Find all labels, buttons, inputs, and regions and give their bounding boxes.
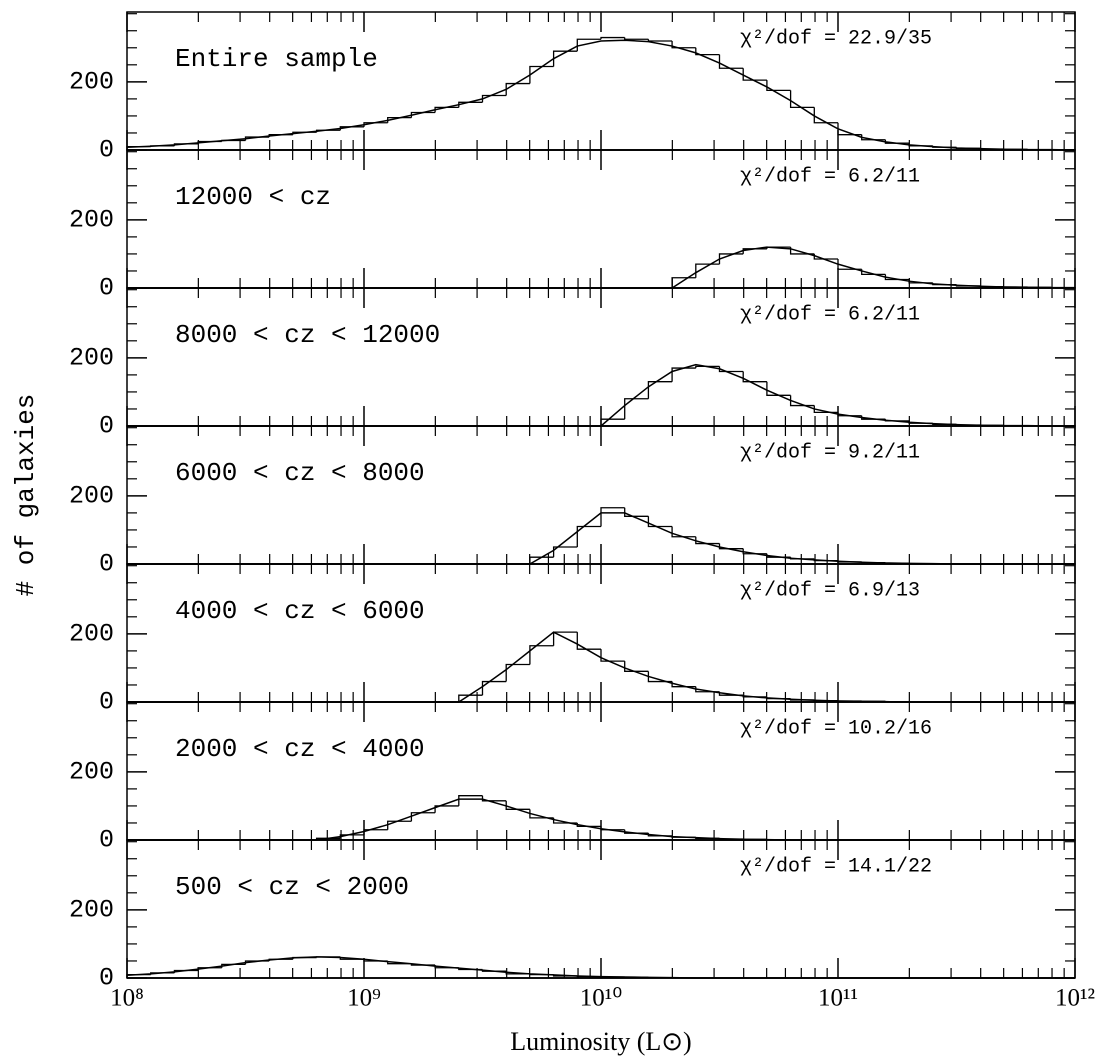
histogram-bin (552, 50, 578, 67)
histogram-bin (458, 101, 483, 108)
histogram-bin (624, 37, 649, 40)
panel-label: 500 < cz < 2000 (175, 872, 409, 902)
histogram-bin (789, 90, 815, 109)
histogram-bin (647, 39, 673, 42)
panel-label: 4000 < cz < 6000 (175, 596, 425, 626)
y-tick-label: 0 (99, 826, 114, 855)
histogram-bin (481, 795, 507, 802)
histogram-bin (647, 381, 673, 399)
fit-annotation: χ²/dof = 22.9/35 (740, 27, 932, 50)
histogram-bin (600, 418, 625, 426)
histogram-bin (458, 694, 483, 702)
y-tick-label: 200 (69, 205, 114, 234)
y-tick-label: 200 (69, 757, 114, 786)
histogram-bin (600, 507, 625, 527)
histogram-bin (624, 507, 649, 517)
histogram-bin (624, 398, 649, 420)
histogram-bin (600, 649, 625, 662)
histogram-bin (671, 367, 696, 382)
histogram-bin (529, 65, 554, 84)
histogram-bin (552, 546, 578, 558)
histogram-bin (671, 40, 696, 49)
histogram-bin (600, 36, 625, 40)
histogram-bin (813, 107, 838, 124)
histogram-bin (766, 381, 791, 396)
y-tick-label: 200 (69, 619, 114, 648)
x-axis-label: Luminosity (L⊙) (510, 1027, 691, 1056)
histogram-bin (458, 795, 483, 806)
x-tick-label: 10⁹ (347, 985, 381, 1012)
histogram-bin (363, 829, 388, 835)
histogram-bin (576, 38, 601, 52)
histogram-bin (695, 365, 720, 369)
panel-label: 12000 < cz (175, 182, 331, 212)
histogram-bin (576, 632, 601, 650)
y-tick-label: 0 (99, 550, 114, 579)
y-tick-label: 0 (99, 964, 114, 993)
fit-annotation: χ²/dof = 6.9/13 (740, 579, 920, 602)
x-tick-label: 10⁸ (110, 985, 144, 1012)
histogram-bin (766, 80, 791, 92)
panel-label: 2000 < cz < 4000 (175, 734, 425, 764)
histogram-bin (387, 820, 412, 830)
histogram-bin (600, 826, 625, 831)
x-tick-label: 10¹⁰ (580, 985, 623, 1012)
histogram-bin (742, 68, 767, 81)
histogram-bin (505, 82, 530, 96)
histogram-bin (505, 663, 530, 682)
histogram-bin (481, 680, 507, 696)
x-tick-label: 10¹² (1055, 985, 1095, 1012)
histogram-bin (718, 54, 744, 69)
panel-frame (126, 701, 1076, 841)
histogram-bin (624, 661, 649, 672)
fit-line (126, 39, 1076, 151)
y-tick-label: 200 (69, 67, 114, 96)
fit-annotation: χ²/dof = 6.2/11 (740, 303, 920, 326)
histogram-bin (647, 516, 673, 528)
histogram-bin (505, 800, 530, 810)
panel-frame (126, 11, 1076, 151)
histogram-bin (481, 94, 507, 103)
histogram-bin (695, 536, 720, 545)
y-tick-label: 200 (69, 895, 114, 924)
y-axis-label: # of galaxies (11, 394, 41, 597)
histogram-bin (671, 526, 696, 538)
y-tick-label: 200 (69, 343, 114, 372)
panel-label: 6000 < cz < 8000 (175, 458, 425, 488)
x-tick-label: 10¹¹ (818, 985, 858, 1012)
histogram-bin (410, 812, 436, 822)
y-tick-label: 0 (99, 274, 114, 303)
histogram-bin (529, 556, 554, 564)
panel-frame (126, 563, 1076, 703)
y-tick-label: 0 (99, 412, 114, 441)
panel-frame (126, 287, 1076, 427)
y-tick-label: 0 (99, 688, 114, 717)
fit-annotation: χ²/dof = 10.2/16 (740, 717, 932, 740)
fit-annotation: χ²/dof = 6.2/11 (740, 165, 920, 188)
histogram-bin (434, 805, 459, 813)
panel-frame (126, 839, 1076, 979)
panel-label: Entire sample (175, 44, 378, 74)
panel-frame (126, 149, 1076, 289)
histogram-bin (742, 371, 767, 383)
panel-label: 8000 < cz < 12000 (175, 320, 440, 350)
fit-annotation: χ²/dof = 14.1/22 (740, 855, 932, 878)
panel-frame (126, 425, 1076, 565)
histogram-bin (695, 47, 720, 56)
fit-annotation: χ²/dof = 9.2/11 (740, 441, 920, 464)
histogram-bin (434, 106, 459, 113)
y-tick-label: 200 (69, 481, 114, 510)
histogram-bin (576, 525, 601, 547)
y-tick-label: 0 (99, 136, 114, 165)
histogram-bin (718, 543, 744, 550)
histogram-bin (529, 645, 554, 665)
